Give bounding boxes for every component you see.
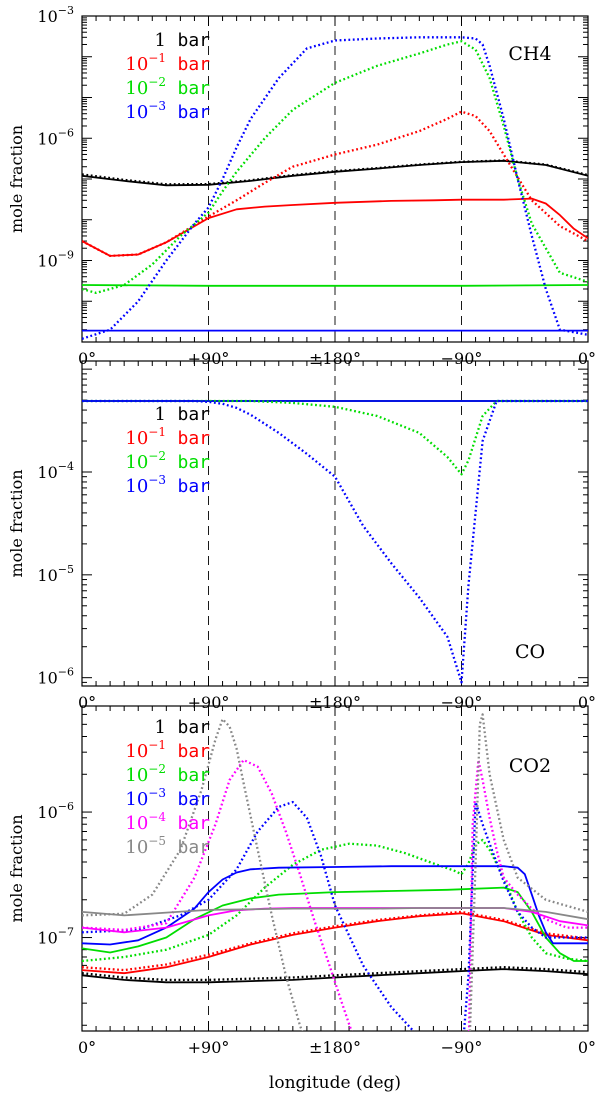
legend-entry: 10−2 — [125, 449, 166, 473]
x-tick-label: ±180° — [309, 693, 361, 712]
series-line-5 — [82, 40, 588, 295]
x-tick-label: 0° — [578, 349, 596, 368]
legend-unit: bar — [177, 789, 210, 810]
legend-entry: 10−2 — [125, 75, 166, 99]
series-line-10 — [82, 907, 588, 921]
y-axis-label: mole fraction — [7, 469, 26, 577]
panel-co2: 10−6 10−7 mole fraction 0° +90° ±180° −90° 0° CO… — [7, 705, 596, 1057]
legend-entry: 10−3 — [125, 473, 166, 497]
series-line-7 — [82, 800, 588, 1031]
legend-entry: 10−1 — [125, 425, 166, 449]
legend-unit: bar — [177, 102, 210, 123]
x-tick-label: ±180° — [309, 349, 361, 368]
x-tick-label: 0° — [578, 1038, 596, 1057]
x-tick-label: 0° — [78, 693, 96, 712]
x-tick-label: −90° — [441, 693, 483, 712]
x-tick-label: −90° — [441, 349, 483, 368]
panel-co: 10−4 10−5 10−6 mole fraction 0° +90° ±180° −90°… — [7, 360, 596, 712]
y-tick-label: 10−5 — [37, 563, 74, 585]
legend-unit: bar — [177, 476, 210, 497]
x-axis-label: longitude (deg) — [269, 1073, 401, 1093]
legend-entry: 10−3 — [125, 786, 166, 810]
legend-entry: 1 — [155, 404, 166, 425]
legend-unit: bar — [177, 717, 210, 738]
x-tick-label: +90° — [188, 1038, 230, 1057]
series-line-1 — [82, 966, 588, 982]
x-tick-label: ±180° — [309, 1038, 361, 1057]
legend-entry: 10−2 — [125, 762, 166, 786]
x-tick-label: 0° — [78, 1038, 96, 1057]
legend-unit: bar — [177, 813, 210, 834]
series-line-4 — [82, 284, 588, 287]
legend-unit: bar — [177, 428, 210, 449]
series-line-4 — [82, 886, 588, 962]
legend-unit: bar — [177, 765, 210, 786]
series-line-6 — [82, 865, 588, 946]
y-tick-label: 10−6 — [37, 666, 74, 688]
legend-entry: 1 — [155, 717, 166, 738]
legend-unit: bar — [177, 452, 210, 473]
panel-title: CH4 — [508, 43, 551, 65]
y-tick-label: 10−4 — [37, 460, 74, 482]
series-line-9 — [82, 758, 588, 1031]
y-tick-label: 10−7 — [37, 926, 74, 948]
panel-title: CO — [515, 641, 545, 663]
y-tick-label: 10−9 — [37, 249, 74, 271]
legend-unit: bar — [177, 78, 210, 99]
x-tick-label: 0° — [578, 693, 596, 712]
series-line-1 — [82, 159, 588, 186]
panel-ch4: 10−3 10−6 10−9 mole fraction 0° +90° ±180° −90°… — [7, 4, 596, 368]
series-line-4 — [82, 399, 588, 476]
y-tick-label: 10−6 — [37, 800, 74, 822]
legend-unit: bar — [177, 837, 210, 858]
legend-entry: 1 — [155, 30, 166, 51]
legend-unit: bar — [177, 404, 210, 425]
panel-title: CO2 — [509, 755, 551, 777]
legend-entry: 10−1 — [125, 738, 166, 762]
x-tick-label: 0° — [78, 349, 96, 368]
legend-unit: bar — [177, 30, 210, 51]
legend-entry: 10−5 — [125, 834, 166, 858]
y-axis-label: mole fraction — [7, 125, 26, 233]
series-line-2 — [82, 197, 588, 257]
series-line-5 — [82, 399, 588, 684]
y-axis-label: mole fraction — [7, 814, 26, 922]
series-line-3 — [82, 910, 588, 972]
legend-unit: bar — [177, 741, 210, 762]
legend-unit: bar — [177, 54, 210, 75]
legend-entry: 10−3 — [125, 99, 166, 123]
y-tick-label: 10−3 — [37, 4, 74, 26]
legend-entry: 10−4 — [125, 810, 166, 834]
x-tick-label: +90° — [188, 693, 230, 712]
x-tick-label: −90° — [441, 1038, 483, 1057]
legend-entry: 10−1 — [125, 51, 166, 75]
series-line-0 — [82, 968, 588, 984]
x-tick-label: +90° — [188, 349, 230, 368]
y-tick-label: 10−6 — [37, 126, 74, 148]
